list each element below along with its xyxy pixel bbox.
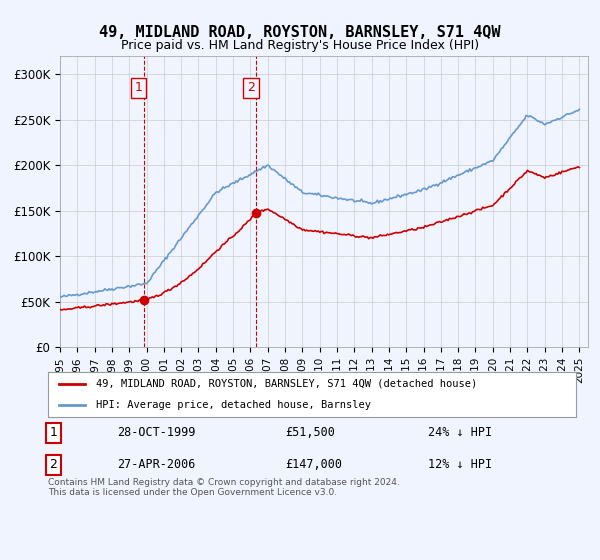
Text: 2: 2 — [247, 81, 255, 94]
Text: 1: 1 — [134, 81, 142, 94]
Text: Price paid vs. HM Land Registry's House Price Index (HPI): Price paid vs. HM Land Registry's House … — [121, 39, 479, 52]
Text: 28-OCT-1999: 28-OCT-1999 — [116, 426, 195, 440]
Text: £147,000: £147,000 — [286, 459, 343, 472]
Text: HPI: Average price, detached house, Barnsley: HPI: Average price, detached house, Barn… — [95, 400, 371, 410]
Text: 1: 1 — [49, 426, 57, 440]
Text: £51,500: £51,500 — [286, 426, 335, 440]
Text: 27-APR-2006: 27-APR-2006 — [116, 459, 195, 472]
Text: 49, MIDLAND ROAD, ROYSTON, BARNSLEY, S71 4QW: 49, MIDLAND ROAD, ROYSTON, BARNSLEY, S71… — [99, 25, 501, 40]
Text: 2: 2 — [49, 459, 57, 472]
Text: 49, MIDLAND ROAD, ROYSTON, BARNSLEY, S71 4QW (detached house): 49, MIDLAND ROAD, ROYSTON, BARNSLEY, S71… — [95, 379, 477, 389]
Text: 24% ↓ HPI: 24% ↓ HPI — [428, 426, 492, 440]
Text: Contains HM Land Registry data © Crown copyright and database right 2024.
This d: Contains HM Land Registry data © Crown c… — [48, 478, 400, 497]
Text: 12% ↓ HPI: 12% ↓ HPI — [428, 459, 492, 472]
